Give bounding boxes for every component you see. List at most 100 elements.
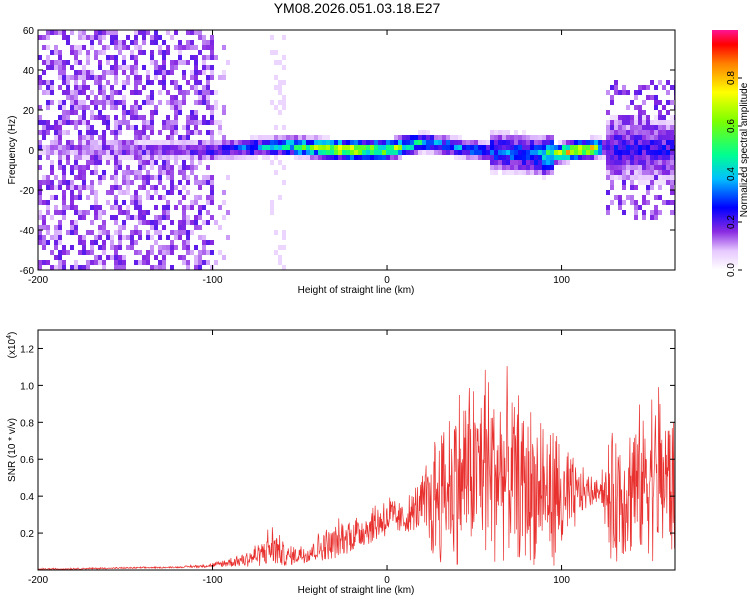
spectrogram-cell: [102, 265, 106, 270]
spectrogram-cell: [182, 90, 186, 95]
spectrogram-cell: [202, 115, 206, 120]
spectrogram-cell: [574, 145, 578, 150]
spectrogram-cell: [282, 35, 286, 40]
spectrogram-cell: [198, 120, 202, 125]
spectrogram-cell: [218, 125, 222, 130]
spectrogram-cell: [114, 145, 118, 150]
snr-x-tick-label: -200: [28, 575, 48, 586]
spectrogram-cell: [642, 145, 646, 150]
spectrogram-cell: [654, 160, 658, 165]
spectrogram-cell: [78, 215, 82, 220]
spectrogram-cell: [82, 30, 86, 35]
spectrogram-cell: [610, 100, 614, 105]
spectrogram-cell: [122, 60, 126, 65]
spectrogram-cell: [518, 155, 522, 160]
spectrogram-cell: [566, 160, 570, 165]
spectrogram-cell: [534, 170, 538, 175]
spectrogram-cell: [314, 145, 318, 150]
spectrogram-cell: [154, 230, 158, 235]
spectrogram-cell: [130, 70, 134, 75]
spectrogram-cell: [138, 75, 142, 80]
spectrogram-cell: [546, 140, 550, 145]
spectrogram-cell: [542, 175, 546, 180]
spectrogram-cell: [166, 45, 170, 50]
spectrogram-cell: [518, 145, 522, 150]
spectrogram-cell: [42, 200, 46, 205]
spectrogram-cell: [122, 115, 126, 120]
spectrogram-cell: [194, 85, 198, 90]
spectrogram-cell: [194, 30, 198, 35]
spectrogram-cell: [538, 145, 542, 150]
spectrogram-cell: [298, 135, 302, 140]
spectrogram-cell: [274, 60, 278, 65]
spectrogram-cell: [326, 150, 330, 155]
spectrogram-cell: [114, 150, 118, 155]
spectrogram-cell: [222, 215, 226, 220]
spectrogram-cell: [634, 215, 638, 220]
spectrogram-cell: [642, 110, 646, 115]
spectrogram-cell: [126, 170, 130, 175]
spectrogram-cell: [158, 145, 162, 150]
spectrogram-cell: [502, 155, 506, 160]
spectrogram-cell: [46, 85, 50, 90]
spectrogram-cell: [506, 135, 510, 140]
spectrogram-cell: [186, 45, 190, 50]
spectrogram-cell: [330, 145, 334, 150]
spectrogram-cell: [46, 210, 50, 215]
spectrogram-cell: [158, 45, 162, 50]
spectrogram-cell: [58, 120, 62, 125]
spectrogram-cell: [174, 235, 178, 240]
spectrogram-cell: [350, 155, 354, 160]
spectrogram-cell: [270, 200, 274, 205]
spectrogram-cell: [158, 250, 162, 255]
spectrogram-cell: [50, 100, 54, 105]
spectrogram-cell: [202, 150, 206, 155]
snr-x-label: Height of straight line (km): [298, 585, 415, 596]
spectrogram-cell: [66, 75, 70, 80]
spectrogram-cell: [174, 115, 178, 120]
spectrogram-cell: [282, 65, 286, 70]
spectrogram-cell: [78, 30, 82, 35]
spectrogram-cell: [202, 120, 206, 125]
spectrogram-cell: [50, 60, 54, 65]
spectrogram-cell: [110, 70, 114, 75]
spectrogram-cell: [150, 265, 154, 270]
spectrogram-cell: [670, 120, 674, 125]
spectrogram-cell: [218, 120, 222, 125]
spectrogram-cell: [598, 135, 602, 140]
spectrogram-cell: [630, 130, 634, 135]
spectrogram-cell: [118, 120, 122, 125]
spectrogram-cell: [134, 35, 138, 40]
spectrogram-cell: [158, 140, 162, 145]
spectrogram-cell: [38, 75, 42, 80]
spectrogram-cell: [166, 145, 170, 150]
spectrogram-cell: [414, 150, 418, 155]
spectrogram-cell: [42, 215, 46, 220]
spectrogram-cell: [482, 140, 486, 145]
spectrogram-cell: [494, 170, 498, 175]
spectrogram-cell: [174, 205, 178, 210]
spectrogram-cell: [222, 155, 226, 160]
spectrogram-cell: [178, 225, 182, 230]
spectrogram-cell: [182, 255, 186, 260]
spectrogram-cell: [150, 235, 154, 240]
spectrogram-cell: [518, 160, 522, 165]
spectrogram-cell: [606, 175, 610, 180]
spectrogram-cell: [122, 210, 126, 215]
spectrogram-cell: [134, 140, 138, 145]
spectrogram-cell: [654, 150, 658, 155]
spectrogram-cell: [522, 150, 526, 155]
spectrogram-y-tick-label: -20: [20, 186, 35, 197]
spectrogram-cell: [78, 240, 82, 245]
spectrogram-cell: [290, 150, 294, 155]
spectrogram-cell: [186, 60, 190, 65]
spectrogram-cell: [138, 175, 142, 180]
spectrogram-cell: [202, 100, 206, 105]
spectrogram-cell: [162, 250, 166, 255]
spectrogram-cell: [46, 120, 50, 125]
spectrogram-cell: [158, 155, 162, 160]
spectrogram-cell: [606, 110, 610, 115]
spectrogram-cell: [666, 125, 670, 130]
spectrogram-cell: [98, 85, 102, 90]
spectrogram-cell: [86, 135, 90, 140]
